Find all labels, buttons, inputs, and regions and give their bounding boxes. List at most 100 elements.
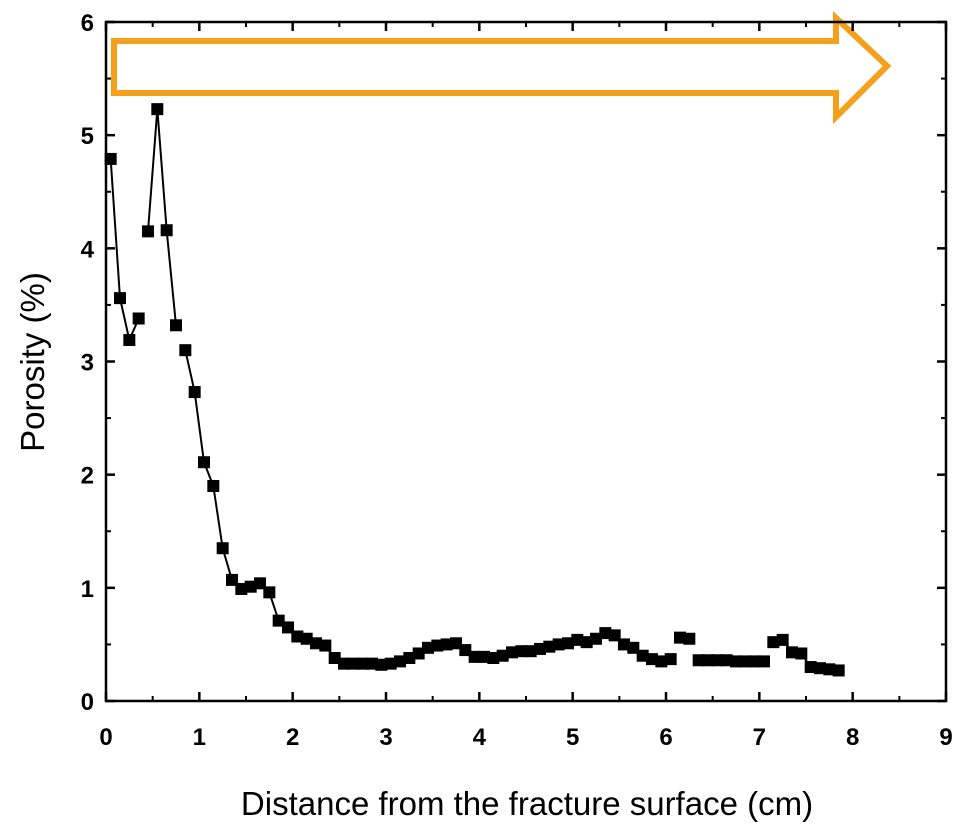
data-point xyxy=(310,637,322,650)
data-point xyxy=(552,638,565,651)
y-axis-title: Porosity (%) xyxy=(14,272,51,452)
data-point xyxy=(272,614,285,627)
data-point xyxy=(412,647,425,660)
data-point xyxy=(366,657,378,670)
data-point xyxy=(422,641,434,654)
data-point xyxy=(170,319,182,332)
data-point xyxy=(786,646,798,659)
data-point xyxy=(151,103,164,116)
axes-layer: 0 1 2 3 4 5 6 7 8 9 0 1 2 3 4 5 6 xyxy=(81,10,953,751)
data-point xyxy=(496,649,509,662)
data-point xyxy=(636,649,649,662)
data-point xyxy=(590,632,602,645)
data-point xyxy=(300,632,313,645)
data-point xyxy=(823,663,836,676)
data-point xyxy=(468,650,481,663)
series-layer xyxy=(104,103,845,677)
data-point xyxy=(674,631,686,644)
data-point xyxy=(739,655,752,668)
data-point xyxy=(804,661,817,674)
series-line-segment xyxy=(193,391,205,463)
series-line-segment xyxy=(212,485,224,549)
y-tick-label: 5 xyxy=(81,123,94,150)
data-point xyxy=(720,654,733,667)
data-point xyxy=(758,655,770,668)
data-point xyxy=(338,657,350,670)
data-point xyxy=(235,582,248,595)
data-point xyxy=(608,629,621,642)
data-point xyxy=(459,644,472,657)
data-point xyxy=(730,655,742,668)
x-tick-label: 1 xyxy=(193,724,206,751)
data-point xyxy=(534,642,546,655)
data-point xyxy=(440,638,453,651)
data-point xyxy=(543,640,556,653)
data-point xyxy=(571,633,584,646)
x-tick-label: 6 xyxy=(659,724,672,751)
data-point xyxy=(179,344,192,357)
x-tick-label: 3 xyxy=(379,724,392,751)
data-point xyxy=(646,653,658,666)
data-point xyxy=(515,645,528,658)
data-point xyxy=(263,586,276,599)
labels-layer: Distance from the fracture surface (cm) … xyxy=(14,272,813,822)
x-tick-label: 2 xyxy=(286,724,299,751)
data-point xyxy=(450,637,462,650)
data-point xyxy=(142,225,154,238)
data-point xyxy=(832,664,845,677)
data-point xyxy=(216,542,229,555)
data-point xyxy=(506,646,518,659)
series-line-segment xyxy=(109,158,121,299)
y-tick-label: 2 xyxy=(81,463,94,490)
data-point xyxy=(319,639,332,652)
y-tick-label: 6 xyxy=(81,10,94,37)
data-point xyxy=(599,627,612,640)
data-point xyxy=(123,333,136,346)
x-tick-label: 0 xyxy=(99,724,112,751)
data-point xyxy=(328,651,341,664)
data-point xyxy=(692,654,705,667)
data-point xyxy=(627,641,640,654)
data-point xyxy=(524,645,537,658)
data-point xyxy=(711,654,724,667)
y-tick-label: 0 xyxy=(81,689,94,716)
data-point xyxy=(814,662,826,675)
data-point xyxy=(431,639,444,652)
direction-arrow-icon xyxy=(111,11,892,125)
arrow-layer xyxy=(111,11,892,125)
data-point xyxy=(384,657,397,670)
data-point xyxy=(748,655,761,668)
series-line-segment xyxy=(147,109,159,232)
data-point xyxy=(664,653,677,666)
x-tick-label: 7 xyxy=(753,724,766,751)
y-tick-label: 1 xyxy=(81,576,94,603)
data-point xyxy=(254,577,266,590)
data-point xyxy=(226,573,238,586)
data-point xyxy=(291,630,304,643)
data-point xyxy=(244,580,257,593)
y-tick-label: 3 xyxy=(81,350,94,377)
data-point xyxy=(655,655,668,668)
data-point xyxy=(403,651,416,664)
data-point xyxy=(198,456,210,469)
x-tick-label: 4 xyxy=(473,724,487,751)
data-point xyxy=(478,650,490,663)
data-point xyxy=(132,312,145,325)
series-line-segment xyxy=(165,230,177,326)
data-point xyxy=(114,292,126,305)
x-tick-label: 5 xyxy=(566,724,579,751)
data-point xyxy=(702,654,714,667)
data-point xyxy=(487,651,500,664)
y-tick-label: 4 xyxy=(81,236,95,263)
data-point xyxy=(776,633,789,646)
plot-frame xyxy=(104,20,948,703)
data-point xyxy=(207,479,220,492)
data-point xyxy=(104,152,117,165)
data-point xyxy=(188,386,201,399)
x-tick-label: 9 xyxy=(939,724,952,751)
series-line-segment xyxy=(119,297,131,341)
series-line-segment xyxy=(156,109,168,231)
data-point xyxy=(394,655,406,668)
data-point xyxy=(767,636,780,649)
